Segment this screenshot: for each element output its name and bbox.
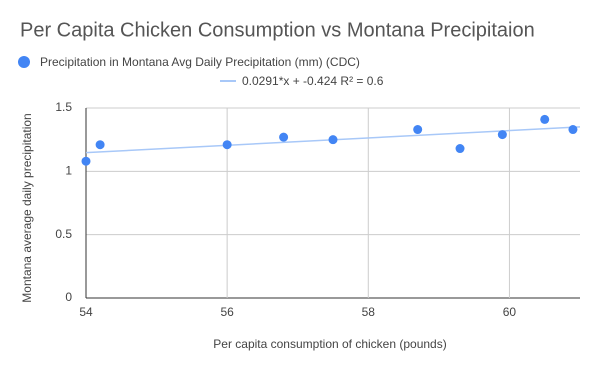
y-tick-label: 0 xyxy=(65,290,72,304)
point xyxy=(279,132,289,142)
x-tick-label: 58 xyxy=(362,305,376,319)
point xyxy=(497,130,507,140)
point xyxy=(540,114,550,124)
y-axis-label: Montana average daily precipitation xyxy=(20,113,34,302)
point xyxy=(328,135,338,145)
y-tick-label: 0.5 xyxy=(55,227,72,241)
x-tick-label: 54 xyxy=(79,305,93,319)
point xyxy=(568,125,578,135)
legend-label: Precipitation in Montana Avg Daily Preci… xyxy=(40,55,360,69)
x-tick-label: 56 xyxy=(220,305,234,319)
y-tick-label: 1 xyxy=(65,164,72,178)
point xyxy=(413,125,423,135)
chart-title: Per Capita Chicken Consumption vs Montan… xyxy=(20,19,535,41)
legend-marker xyxy=(18,56,30,68)
legend-label: 0.0291*x + -0.424 R² = 0.6 xyxy=(242,74,384,88)
point xyxy=(455,144,465,154)
x-tick-label: 60 xyxy=(503,305,517,319)
point xyxy=(95,140,105,150)
point xyxy=(81,156,91,166)
point xyxy=(222,140,232,150)
y-tick-label: 1.5 xyxy=(55,100,72,114)
x-axis-label: Per capita consumption of chicken (pound… xyxy=(213,337,446,351)
